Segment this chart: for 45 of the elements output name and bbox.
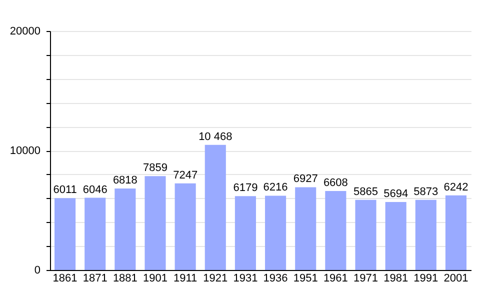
- data-label: 5865: [354, 186, 378, 198]
- x-tick-label: 1961: [323, 272, 348, 284]
- y-tick-label: 20000: [10, 26, 40, 38]
- x-tick-label: 2001: [444, 272, 468, 284]
- data-label: 5873: [414, 186, 438, 198]
- data-label: 6818: [112, 174, 138, 187]
- x-tick-label: 1861: [52, 272, 78, 284]
- x-tick-label: 1921: [203, 272, 228, 284]
- bar: [415, 200, 436, 270]
- x-tick-label: 1981: [384, 272, 408, 284]
- bar: [265, 196, 286, 270]
- bar: [325, 191, 346, 270]
- bar: [144, 176, 166, 270]
- data-label: 5694: [384, 188, 408, 200]
- data-label: 7247: [173, 169, 198, 182]
- x-tick-label: 1931: [233, 272, 258, 284]
- data-label: 6011: [53, 184, 77, 196]
- data-label: 10 468: [198, 130, 232, 143]
- bar: [84, 198, 106, 270]
- x-tick-label: 1901: [143, 272, 168, 284]
- x-tick-label: 1936: [263, 272, 288, 284]
- bar: [295, 187, 316, 270]
- x-tick-label: 1871: [82, 272, 108, 284]
- bar: [114, 188, 136, 270]
- x-tick-label: 1881: [112, 272, 138, 284]
- data-label: 6927: [293, 173, 318, 186]
- bar: [204, 144, 226, 270]
- data-label: 6608: [323, 177, 348, 190]
- bar: [54, 198, 76, 270]
- data-label: 6216: [263, 182, 288, 194]
- y-tick-label: 10000: [10, 145, 40, 157]
- x-tick-label: 1911: [173, 272, 198, 284]
- data-label: 6179: [233, 182, 258, 194]
- x-tick-label: 1951: [293, 272, 318, 284]
- bar: [174, 183, 196, 270]
- bar: [355, 200, 376, 270]
- y-tick-label: 0: [34, 264, 40, 276]
- x-tick-label: 1971: [354, 272, 378, 284]
- x-tick-label: 1991: [414, 272, 438, 284]
- data-label: 6046: [82, 184, 108, 196]
- data-label: 7859: [143, 162, 168, 174]
- bar: [445, 195, 466, 270]
- bar: [385, 202, 406, 270]
- bar: [234, 196, 256, 270]
- data-label: 6242: [444, 181, 468, 194]
